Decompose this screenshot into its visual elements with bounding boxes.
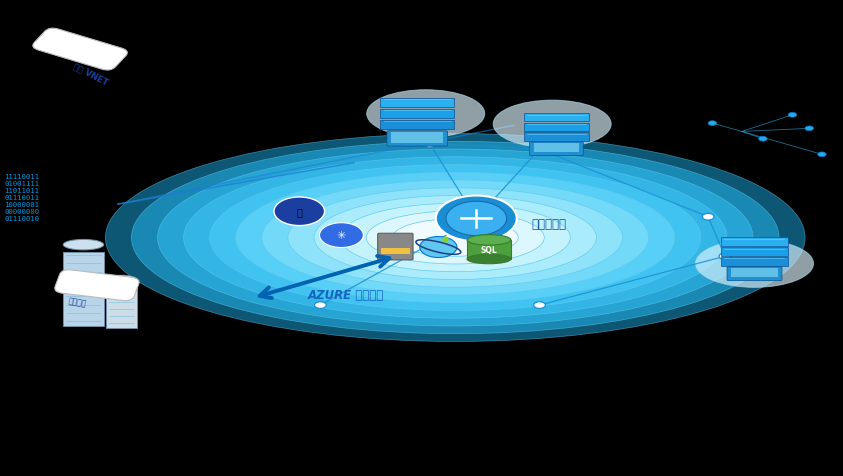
FancyBboxPatch shape: [731, 269, 778, 278]
FancyBboxPatch shape: [721, 258, 788, 266]
Circle shape: [708, 121, 717, 126]
FancyBboxPatch shape: [381, 248, 410, 255]
Ellipse shape: [288, 188, 622, 288]
Ellipse shape: [106, 276, 137, 284]
Ellipse shape: [132, 142, 779, 334]
Circle shape: [788, 113, 797, 118]
FancyBboxPatch shape: [63, 252, 104, 326]
Circle shape: [805, 127, 813, 131]
FancyBboxPatch shape: [106, 286, 137, 328]
Circle shape: [759, 137, 767, 142]
Circle shape: [534, 147, 545, 153]
Circle shape: [446, 202, 507, 236]
FancyBboxPatch shape: [380, 109, 454, 119]
Ellipse shape: [236, 173, 674, 303]
Ellipse shape: [467, 255, 511, 264]
Text: 11110011
01001111
11011011
01110011
10000001
00000000
01110010: 11110011 01001111 11011011 01110011 1000…: [4, 174, 40, 222]
Circle shape: [702, 214, 714, 220]
Circle shape: [319, 223, 363, 248]
FancyBboxPatch shape: [55, 270, 139, 301]
Ellipse shape: [314, 196, 597, 280]
Ellipse shape: [467, 235, 511, 246]
FancyBboxPatch shape: [721, 248, 788, 256]
FancyBboxPatch shape: [378, 234, 413, 260]
Text: 客户地址: 客户地址: [67, 296, 87, 308]
FancyBboxPatch shape: [534, 144, 579, 153]
Text: ✳: ✳: [336, 231, 346, 240]
Circle shape: [719, 253, 731, 260]
Circle shape: [274, 198, 325, 226]
Circle shape: [420, 237, 457, 258]
Ellipse shape: [695, 240, 813, 288]
Circle shape: [424, 141, 436, 148]
FancyBboxPatch shape: [391, 133, 443, 143]
Text: 🔗: 🔗: [297, 207, 302, 217]
FancyBboxPatch shape: [33, 29, 127, 71]
Ellipse shape: [262, 181, 648, 295]
Text: 专用终结点: 专用终结点: [531, 217, 566, 230]
FancyBboxPatch shape: [529, 143, 583, 156]
FancyBboxPatch shape: [524, 114, 589, 122]
Circle shape: [436, 196, 517, 242]
FancyBboxPatch shape: [380, 120, 454, 130]
Text: SQL: SQL: [481, 246, 497, 254]
Ellipse shape: [158, 150, 753, 326]
Ellipse shape: [392, 219, 518, 257]
Circle shape: [818, 153, 826, 158]
FancyBboxPatch shape: [380, 99, 454, 108]
FancyBboxPatch shape: [467, 240, 511, 259]
Circle shape: [314, 302, 326, 309]
FancyBboxPatch shape: [524, 123, 589, 132]
Ellipse shape: [184, 158, 727, 318]
Ellipse shape: [367, 90, 485, 138]
FancyBboxPatch shape: [727, 267, 782, 281]
FancyBboxPatch shape: [524, 133, 589, 141]
FancyBboxPatch shape: [721, 238, 788, 246]
Text: AZURE 专用链接: AZURE 专用链接: [308, 288, 384, 302]
Text: 客户 VNET: 客户 VNET: [72, 61, 110, 87]
Ellipse shape: [366, 212, 545, 264]
Ellipse shape: [63, 240, 104, 250]
Ellipse shape: [210, 165, 701, 311]
FancyBboxPatch shape: [387, 131, 448, 147]
Ellipse shape: [493, 101, 611, 149]
Circle shape: [534, 302, 545, 309]
Ellipse shape: [340, 204, 571, 272]
Ellipse shape: [105, 134, 805, 342]
